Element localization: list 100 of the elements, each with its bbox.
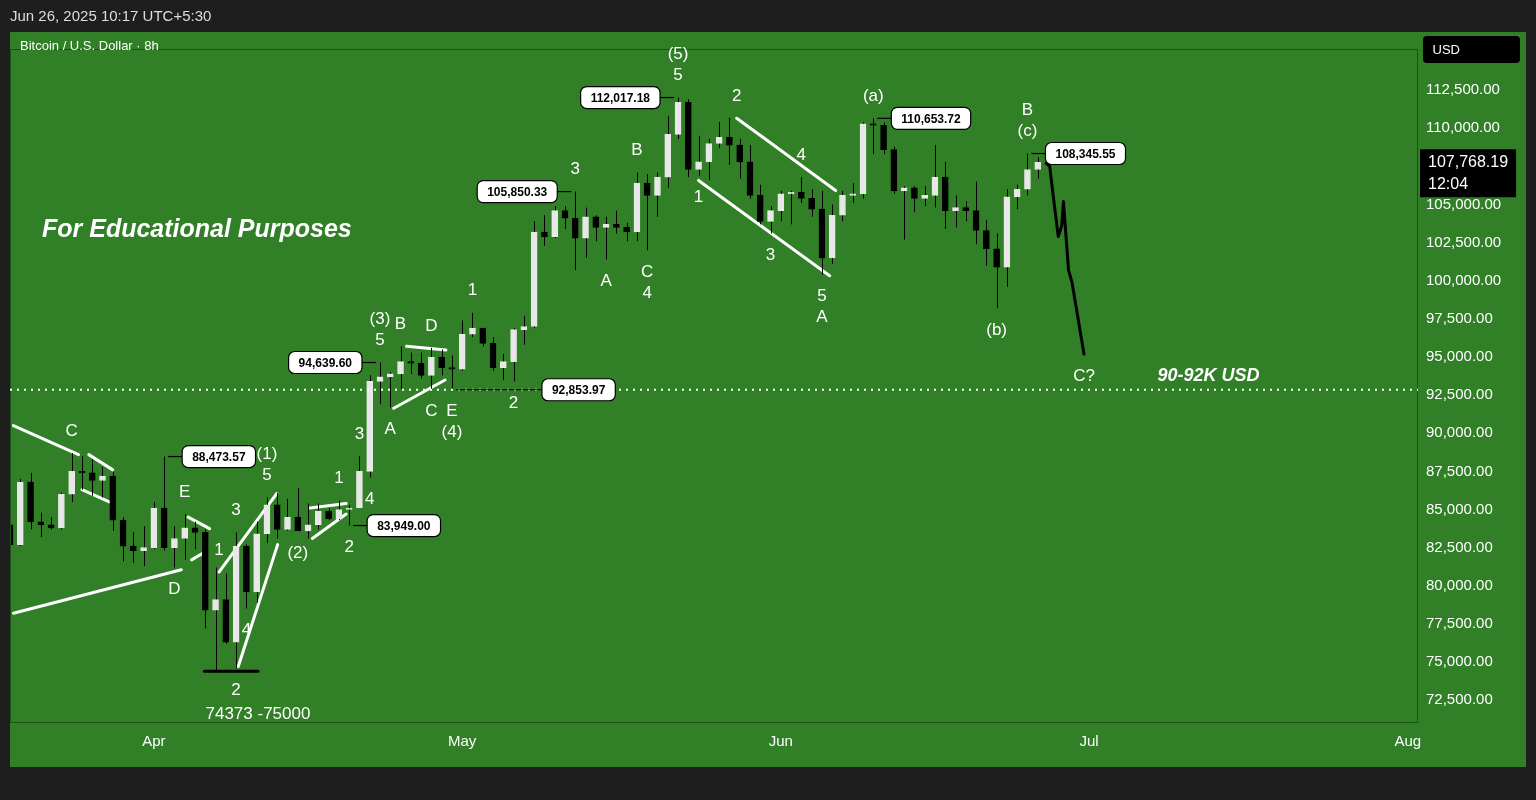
y-tick-label: 85,000.00 [1426, 499, 1493, 517]
candlestick [695, 135, 702, 177]
x-tick-label: May [448, 732, 477, 750]
text: 108,345.55 [1055, 146, 1116, 161]
candlestick [613, 210, 620, 235]
candlestick [571, 191, 579, 271]
annotation: B [631, 140, 643, 160]
annotation: (c) [1017, 121, 1038, 141]
candlestick [777, 190, 785, 222]
candlestick [993, 233, 1000, 309]
annotation: 2 [508, 393, 519, 413]
candlestick [386, 371, 394, 408]
annotation: 4 [642, 282, 652, 302]
candlestick [839, 190, 846, 222]
candlestick [726, 117, 733, 166]
y-tick-label: 100,000.00 [1426, 270, 1502, 288]
candlestick [654, 172, 661, 218]
candlestick [911, 185, 918, 213]
x-tick-label: Apr [142, 732, 166, 750]
candlestick [130, 531, 137, 564]
text: 112,017.18 [590, 90, 651, 105]
annotation: B [1021, 100, 1034, 120]
candlestick [140, 525, 147, 567]
y-tick-label: 110,000.00 [1426, 118, 1500, 136]
candlestick [623, 222, 630, 242]
y-tick-label: 82,500.00 [1426, 537, 1493, 555]
annotation: E [446, 401, 458, 421]
candlestick [767, 205, 774, 235]
candlestick [602, 216, 610, 260]
x-tick-label: Jul [1079, 732, 1099, 750]
annotation: 2 [344, 537, 354, 557]
annotation: A [384, 419, 397, 439]
candlestick [99, 466, 106, 498]
candlestick [499, 353, 507, 381]
candlestick [962, 200, 970, 222]
candlestick [715, 121, 723, 149]
annotation: (2) [287, 542, 309, 562]
annotation: 3 [354, 423, 365, 443]
y-tick-label: 105,000.00 [1426, 194, 1502, 212]
candlestick [520, 315, 528, 346]
annotation: A [816, 307, 829, 327]
y-tick-label: 102,500.00 [1426, 232, 1502, 250]
annotation: 3 [765, 245, 776, 265]
annotation: (1) [256, 444, 278, 463]
candlestick [314, 502, 322, 530]
annotation: 3 [570, 159, 580, 179]
y-tick-label: 90,000.00 [1426, 423, 1493, 441]
annotation: B [394, 314, 407, 334]
y-axis-title: USD [1422, 36, 1520, 63]
x-tick-label: Jun [768, 732, 793, 750]
candlestick [1034, 156, 1042, 180]
candlestick [294, 487, 302, 532]
candlestick [1013, 184, 1021, 210]
y-tick-label: 97,500.00 [1426, 309, 1493, 327]
annotation: 1 [467, 280, 478, 300]
annotation: (b) [986, 319, 1008, 339]
y-tick-label: 87,500.00 [1426, 461, 1493, 479]
text: 110,653.72 [901, 111, 961, 126]
text: 92,853.97 [551, 383, 606, 398]
candlestick [808, 188, 815, 218]
candlestick [68, 452, 75, 503]
candlestick [479, 327, 487, 347]
candlestick [448, 355, 456, 391]
candlestick [983, 219, 990, 267]
annotation: (4) [441, 422, 463, 442]
candlestick [561, 205, 569, 230]
annotation: E [179, 481, 191, 501]
y-tick-label: 77,500.00 [1426, 614, 1493, 632]
annotation: D [168, 579, 181, 599]
annotation: (5) [667, 44, 689, 64]
y-tick-label: 95,000.00 [1426, 347, 1493, 365]
annotation: 1 [334, 468, 344, 488]
y-tick-label: 72,500.00 [1426, 690, 1493, 708]
candlestick [284, 498, 291, 532]
chart-title: Bitcoin / U.S. Dollar · 8h [20, 38, 159, 53]
annotation: 1 [693, 187, 704, 207]
candlestick [273, 492, 281, 539]
candlestick [541, 214, 548, 247]
candlestick [736, 138, 744, 180]
annotation: 4 [796, 144, 807, 164]
annotation: C [425, 400, 438, 420]
candlestick [181, 513, 189, 561]
chart-subtitle: Jun 26, 2025 10:17 UTC+5:30 [10, 7, 212, 24]
text: 107,768.19 12:04 [1428, 152, 1509, 192]
annotation: 4 [364, 489, 375, 509]
annotation: C [65, 420, 78, 440]
candlestick [592, 214, 600, 242]
candlestick [469, 312, 476, 338]
y-tick-label: 75,000.00 [1426, 652, 1493, 670]
annotation: 1 [214, 539, 224, 559]
annotation: C [641, 261, 654, 281]
candlestick [407, 351, 415, 375]
y-tick-label: 80,000.00 [1426, 575, 1493, 593]
annotation: 5 [673, 65, 683, 85]
candlestick [643, 173, 651, 251]
candlestick [304, 502, 312, 539]
candlestick [1024, 153, 1031, 196]
candlestick [582, 207, 589, 259]
candlestick [37, 512, 45, 538]
candlestick [900, 185, 908, 241]
